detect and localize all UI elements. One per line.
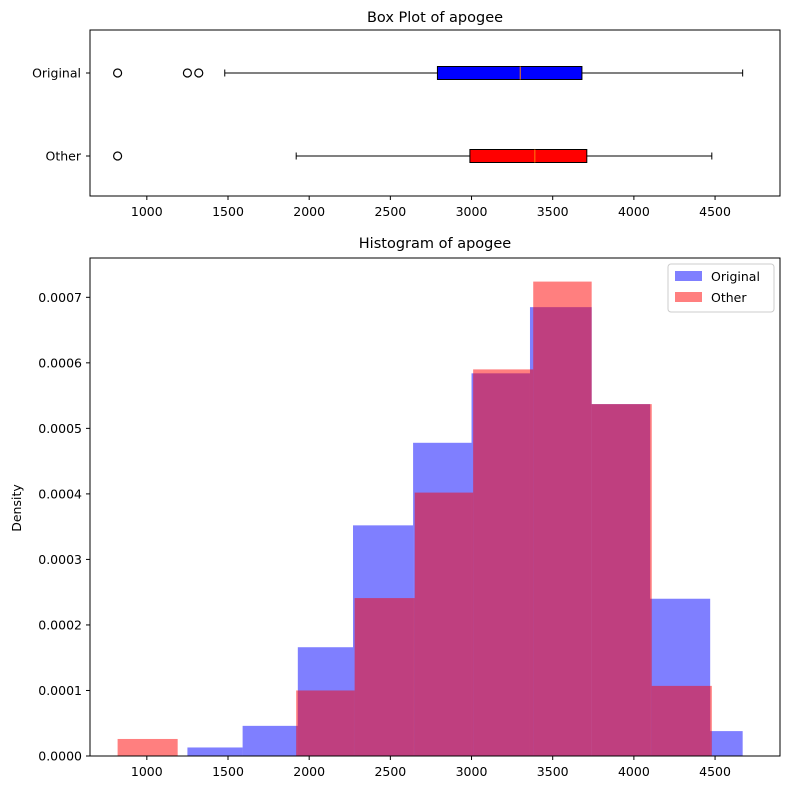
legend-swatch-original: [675, 271, 702, 281]
y-tick-label: 0.0000: [38, 749, 82, 764]
x-tick-label: 2500: [374, 764, 406, 779]
x-tick-label: 3000: [456, 764, 488, 779]
legend-label-original: Original: [711, 269, 760, 284]
histogram-y-axis-label: Density: [9, 484, 24, 532]
y-tick-label: 0.0003: [38, 552, 82, 567]
bar-other: [414, 492, 474, 756]
box-plot-panel: Box Plot of apogee Original Other 1000 1500…: [32, 10, 781, 220]
y-tick-label-original: Original: [32, 66, 81, 81]
bar-original: [242, 725, 298, 756]
outlier-original: [194, 68, 204, 78]
bar-other: [354, 598, 415, 756]
bar-other: [591, 404, 652, 756]
bar-other: [296, 690, 355, 756]
x-tick-label: 2000: [293, 204, 325, 219]
histogram-axes: 1000 1500 2000 2500 3000 3500 4000 4500 0.0000 0.…: [38, 290, 731, 779]
outlier-other: [112, 151, 123, 161]
bar-other: [651, 685, 712, 756]
box-iqr-original: [436, 66, 583, 80]
bar-original: [710, 731, 743, 756]
box-other: [112, 149, 713, 163]
x-tick-label: 1500: [212, 764, 244, 779]
y-tick-label: 0.0002: [38, 617, 82, 632]
box-plot-title: Box Plot of apogee: [367, 10, 503, 26]
x-tick-label: 3500: [537, 764, 569, 779]
x-tick-label: 4500: [699, 764, 731, 779]
y-tick-label: 0.0004: [38, 486, 82, 501]
x-tick-label: 2500: [374, 204, 406, 219]
histogram-frame: [89, 257, 781, 757]
x-tick-label: 4000: [618, 764, 650, 779]
x-tick-label: 4000: [618, 204, 650, 219]
outlier-original: [112, 68, 123, 78]
x-tick-label: 3000: [456, 204, 488, 219]
y-tick-label: 0.0006: [38, 355, 82, 370]
x-tick-label: 3500: [537, 204, 569, 219]
legend-swatch-other: [675, 292, 702, 302]
outlier-original: [182, 68, 193, 78]
y-tick-label-other: Other: [46, 149, 82, 164]
x-tick-label: 2000: [293, 764, 325, 779]
box-plot-marks: [112, 66, 744, 163]
bar-other: [473, 369, 534, 756]
x-tick-label: 1500: [212, 204, 244, 219]
histogram-title: Histogram of apogee: [359, 236, 511, 252]
x-tick-label: 1000: [131, 764, 163, 779]
histogram-panel: Histogram of apogee Density 1000 1500 2000…: [9, 236, 781, 779]
bars-other: [117, 281, 712, 756]
box-plot-axes: Original Other 1000 1500 2000 2500 3000 3500 400…: [32, 66, 731, 220]
box-iqr-other: [469, 149, 588, 163]
bar-original: [187, 747, 243, 756]
y-tick-label: 0.0005: [38, 421, 82, 436]
x-tick-label: 1000: [131, 204, 163, 219]
histogram-bars: [117, 281, 743, 756]
y-tick-label: 0.0001: [38, 683, 82, 698]
box-plot-frame: [89, 29, 781, 197]
bar-other: [117, 738, 178, 756]
bar-other: [533, 281, 592, 756]
y-tick-label: 0.0007: [38, 290, 82, 305]
x-tick-label: 4500: [699, 204, 731, 219]
histogram-legend: Original Other: [667, 263, 775, 313]
box-original: [112, 66, 744, 80]
legend-label-other: Other: [711, 290, 747, 305]
